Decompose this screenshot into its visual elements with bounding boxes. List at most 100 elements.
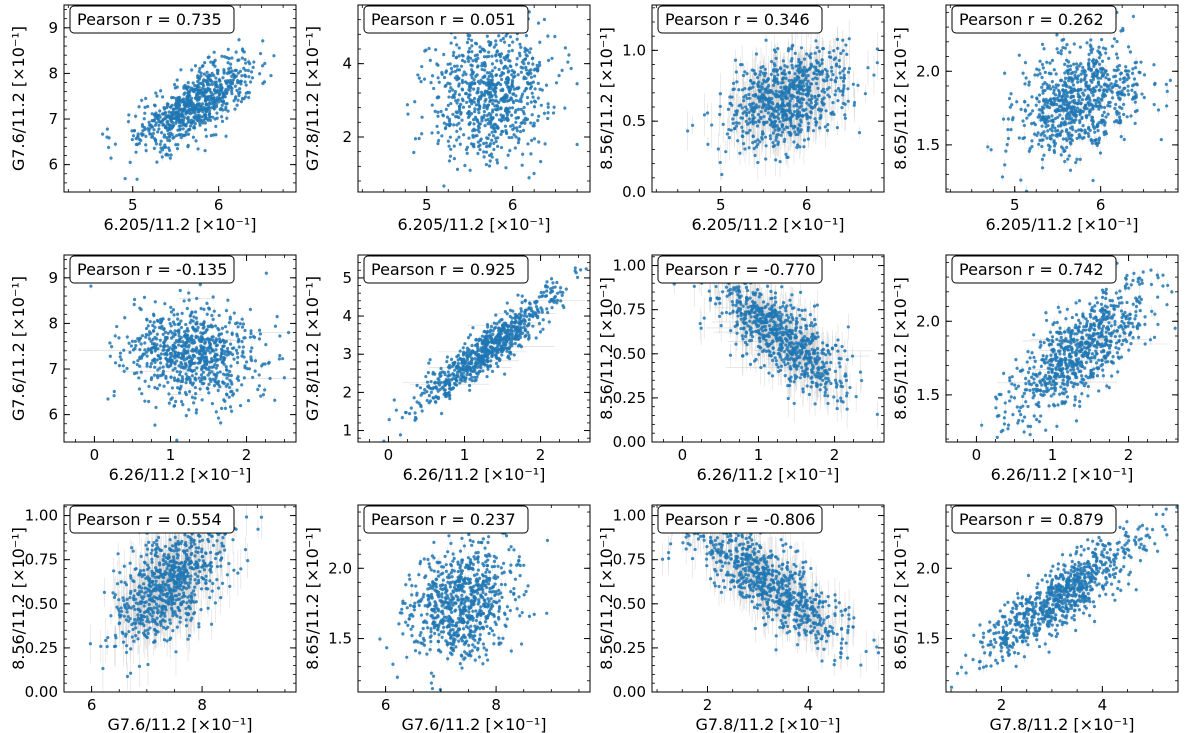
- data-point: [790, 63, 794, 67]
- data-point: [453, 92, 457, 96]
- data-point: [178, 120, 182, 124]
- data-point: [767, 117, 772, 121]
- data-point: [208, 118, 213, 122]
- data-point: [447, 95, 451, 99]
- data-point: [837, 65, 842, 69]
- data-point: [816, 86, 820, 91]
- data-point: [798, 91, 802, 96]
- x-axis-label: 6.205/11.2 [×10⁻¹]: [397, 215, 550, 234]
- data-point: [490, 62, 495, 66]
- data-point: [741, 111, 745, 115]
- data-point: [164, 153, 168, 157]
- data-point: [455, 123, 459, 127]
- data-point: [511, 92, 515, 96]
- data-point: [490, 78, 494, 82]
- data-point: [509, 124, 513, 128]
- data-point: [234, 50, 238, 54]
- data-point: [811, 129, 816, 133]
- data-point: [461, 73, 465, 77]
- data-point: [798, 79, 802, 84]
- data-point: [221, 76, 225, 80]
- data-point: [532, 124, 536, 128]
- data-point: [705, 111, 710, 115]
- data-point: [790, 96, 794, 101]
- data-point: [179, 135, 183, 140]
- data-point: [144, 96, 148, 101]
- data-point: [826, 123, 830, 127]
- data-point: [222, 101, 226, 105]
- data-point: [487, 164, 492, 168]
- data-point: [239, 100, 244, 104]
- data-point: [487, 50, 491, 54]
- data-point: [152, 137, 157, 141]
- data-point: [467, 136, 471, 140]
- data-point: [160, 95, 165, 99]
- data-point: [442, 52, 446, 57]
- data-point: [186, 120, 190, 124]
- data-point: [468, 46, 472, 51]
- data-point: [747, 117, 751, 121]
- data-point: [752, 69, 756, 73]
- data-point: [476, 64, 480, 68]
- data-point: [479, 78, 483, 82]
- data-point: [759, 66, 763, 70]
- data-point: [525, 95, 530, 100]
- data-point: [263, 61, 267, 66]
- data-point: [506, 153, 510, 157]
- data-point: [518, 42, 522, 46]
- data-point: [489, 152, 494, 156]
- data-point: [782, 127, 786, 131]
- data-point: [764, 157, 768, 161]
- data-point: [457, 115, 461, 120]
- data-point: [162, 135, 166, 139]
- data-point: [469, 56, 473, 60]
- data-point: [775, 77, 779, 81]
- data-point: [825, 78, 829, 83]
- data-point: [181, 97, 186, 101]
- data-point: [449, 41, 453, 45]
- data-point: [546, 116, 550, 121]
- data-point: [796, 67, 800, 71]
- data-point: [508, 149, 512, 153]
- data-point: [136, 134, 140, 138]
- data-point: [817, 49, 821, 54]
- data-point: [801, 97, 806, 102]
- data-point: [805, 52, 809, 56]
- data-point: [203, 78, 207, 83]
- data-point: [168, 127, 172, 131]
- data-point: [522, 112, 526, 116]
- data-point: [818, 126, 822, 130]
- data-point: [491, 102, 495, 106]
- data-point: [814, 82, 819, 86]
- data-point: [743, 147, 747, 151]
- data-point: [457, 68, 462, 72]
- x-tick-label: 6: [802, 196, 812, 214]
- data-point: [448, 123, 452, 127]
- data-point: [195, 118, 199, 122]
- data-point: [449, 147, 453, 151]
- data-point: [137, 105, 141, 109]
- data-point: [179, 68, 183, 72]
- data-point: [524, 65, 528, 69]
- data-point: [214, 80, 218, 84]
- data-point: [494, 73, 499, 77]
- data-point: [221, 92, 225, 96]
- data-point: [242, 97, 246, 101]
- data-point: [537, 140, 541, 144]
- plot-frame: [651, 4, 885, 193]
- data-point: [825, 128, 830, 132]
- data-point: [780, 130, 784, 134]
- data-point: [260, 64, 265, 68]
- data-point: [838, 71, 842, 75]
- data-point: [494, 39, 498, 43]
- data-point: [442, 75, 447, 80]
- data-point: [497, 34, 501, 38]
- data-point: [499, 145, 504, 150]
- pearson-annotation: Pearson r = 0.051: [363, 5, 529, 34]
- data-point: [852, 103, 856, 107]
- data-point: [816, 60, 820, 65]
- data-point: [525, 102, 530, 106]
- data-point: [823, 67, 827, 71]
- data-point: [495, 50, 499, 54]
